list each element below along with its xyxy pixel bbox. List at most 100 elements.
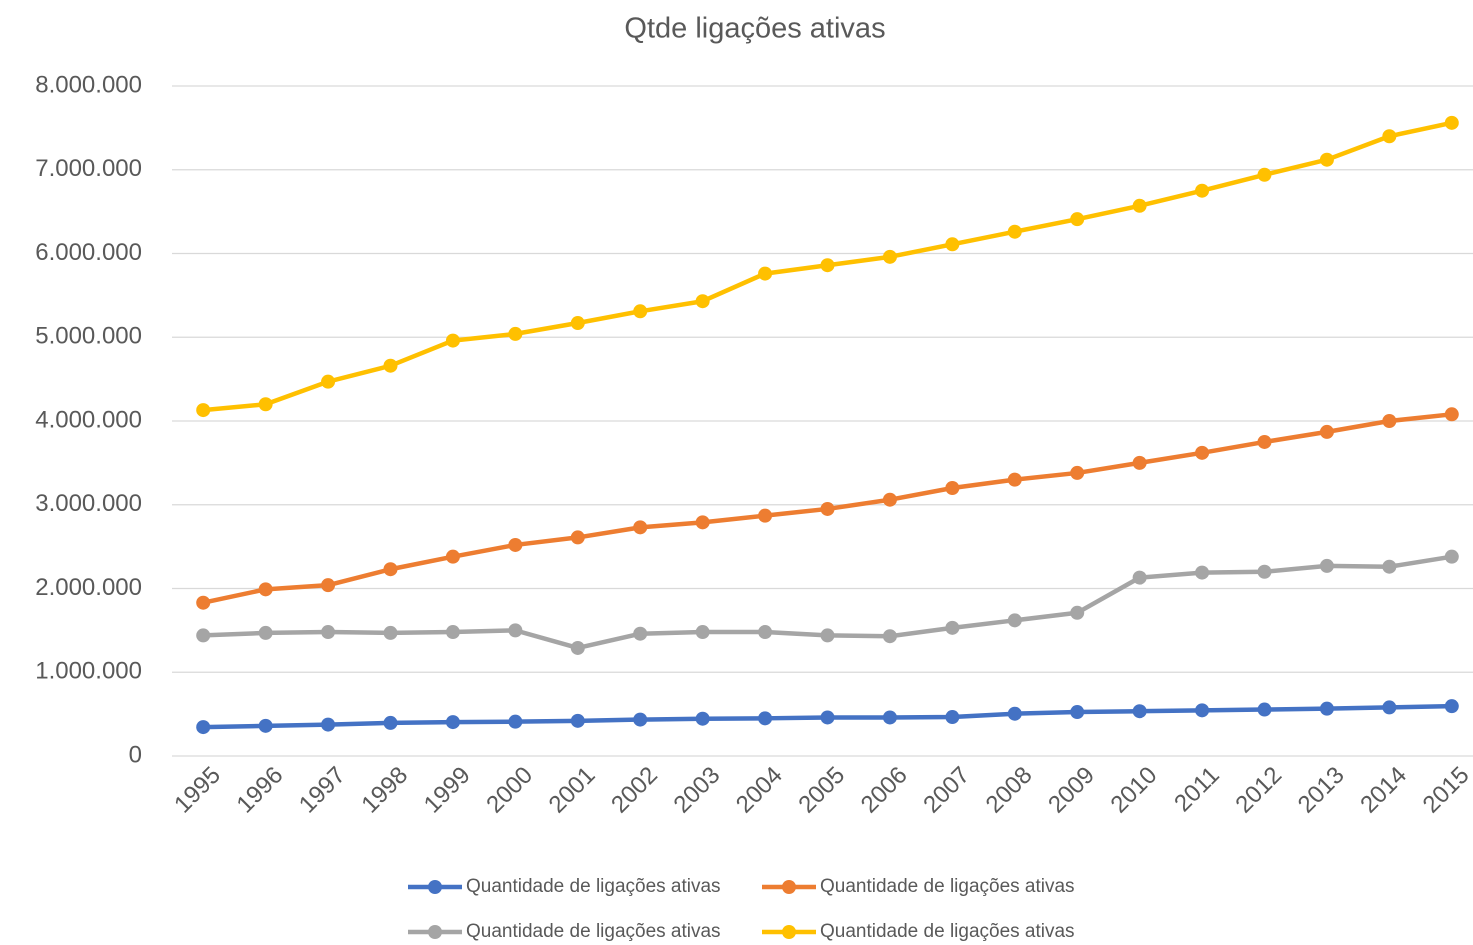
data-point	[258, 625, 273, 640]
data-point	[570, 713, 585, 728]
x-tick-label: 2001	[544, 762, 601, 819]
x-tick-label: 1999	[419, 762, 476, 819]
data-point	[695, 515, 710, 530]
data-point	[820, 258, 835, 273]
data-point	[445, 715, 460, 730]
data-point	[945, 237, 960, 252]
data-point	[383, 625, 398, 640]
data-point	[1319, 152, 1334, 167]
data-point	[633, 712, 648, 727]
data-point	[445, 333, 460, 348]
data-point	[445, 549, 460, 564]
data-point	[945, 620, 960, 635]
legend-marker	[782, 925, 796, 939]
data-point	[1132, 704, 1147, 719]
data-point	[820, 501, 835, 516]
data-point	[1195, 445, 1210, 460]
data-point	[882, 249, 897, 264]
legend-label: Quantidade de ligações ativas	[466, 921, 721, 942]
data-point	[445, 625, 460, 640]
x-tick-label: 2002	[606, 762, 663, 819]
x-tick-label: 2009	[1043, 762, 1100, 819]
data-point	[1382, 129, 1397, 144]
data-point	[1444, 549, 1459, 564]
data-point	[258, 397, 273, 412]
data-point	[1257, 564, 1272, 579]
legend-marker	[428, 880, 442, 894]
x-tick-label: 1995	[169, 762, 226, 819]
y-tick-label: 6.000.000	[35, 239, 142, 266]
data-point	[695, 711, 710, 726]
data-point	[1444, 115, 1459, 130]
data-point	[1444, 407, 1459, 422]
data-point	[321, 717, 336, 732]
data-point	[945, 481, 960, 495]
data-point	[508, 326, 523, 341]
data-point	[508, 623, 523, 638]
data-point	[508, 714, 523, 729]
data-point	[758, 508, 773, 523]
data-point	[1007, 613, 1022, 628]
data-point	[196, 720, 211, 735]
data-point	[321, 578, 336, 593]
chart-title: Qtde ligações ativas	[624, 13, 885, 45]
data-point	[1007, 472, 1022, 487]
y-tick-label: 3.000.000	[35, 490, 142, 517]
x-tick-label: 1996	[232, 762, 289, 819]
x-tick-label: 2010	[1106, 762, 1163, 819]
data-point	[695, 625, 710, 640]
data-point	[758, 625, 773, 640]
data-point	[1132, 455, 1147, 470]
data-point	[882, 710, 897, 725]
x-tick-label: 2003	[669, 762, 726, 819]
x-tick-label: 2006	[856, 762, 913, 819]
data-point	[633, 304, 648, 319]
data-point	[570, 640, 585, 655]
x-tick-label: 2005	[793, 762, 850, 819]
x-tick-label: 1997	[294, 762, 351, 819]
data-point	[882, 629, 897, 644]
data-point	[321, 625, 336, 640]
data-point	[196, 403, 211, 418]
data-point	[945, 710, 960, 725]
x-tick-label: 2015	[1418, 762, 1473, 819]
data-point	[1382, 559, 1397, 574]
data-point	[1382, 414, 1397, 428]
x-tick-label: 1998	[356, 762, 413, 819]
data-point	[570, 530, 585, 545]
legend-label: Quantidade de ligações ativas	[820, 876, 1075, 897]
y-tick-label: 1.000.000	[35, 658, 142, 685]
data-point	[1070, 465, 1085, 480]
data-point	[1070, 605, 1085, 620]
data-point	[383, 358, 398, 373]
x-tick-label: 2008	[981, 762, 1038, 819]
data-point	[1444, 699, 1459, 714]
data-point	[882, 492, 897, 507]
data-point	[258, 718, 273, 733]
data-point	[321, 374, 336, 389]
data-point	[820, 710, 835, 725]
data-point	[508, 537, 523, 552]
data-point	[1382, 700, 1397, 715]
data-point	[633, 626, 648, 641]
y-tick-label: 8.000.000	[35, 71, 142, 98]
data-point	[1195, 183, 1210, 198]
x-tick-label: 2000	[481, 762, 538, 819]
x-tick-label: 2011	[1169, 762, 1225, 818]
data-point	[570, 316, 585, 331]
legend-label: Quantidade de ligações ativas	[466, 876, 721, 897]
data-point	[1132, 198, 1147, 213]
data-point	[1257, 702, 1272, 717]
x-tick-label: 2013	[1293, 762, 1350, 819]
data-point	[695, 294, 710, 309]
data-point	[196, 595, 211, 610]
data-point	[633, 520, 648, 535]
data-point	[1132, 570, 1147, 585]
x-tick-label: 2004	[731, 762, 788, 819]
x-tick-label: 2014	[1355, 762, 1412, 819]
data-point	[1195, 565, 1210, 580]
data-point	[1319, 701, 1334, 716]
data-point	[1319, 424, 1334, 439]
y-tick-label: 2.000.000	[35, 574, 142, 601]
